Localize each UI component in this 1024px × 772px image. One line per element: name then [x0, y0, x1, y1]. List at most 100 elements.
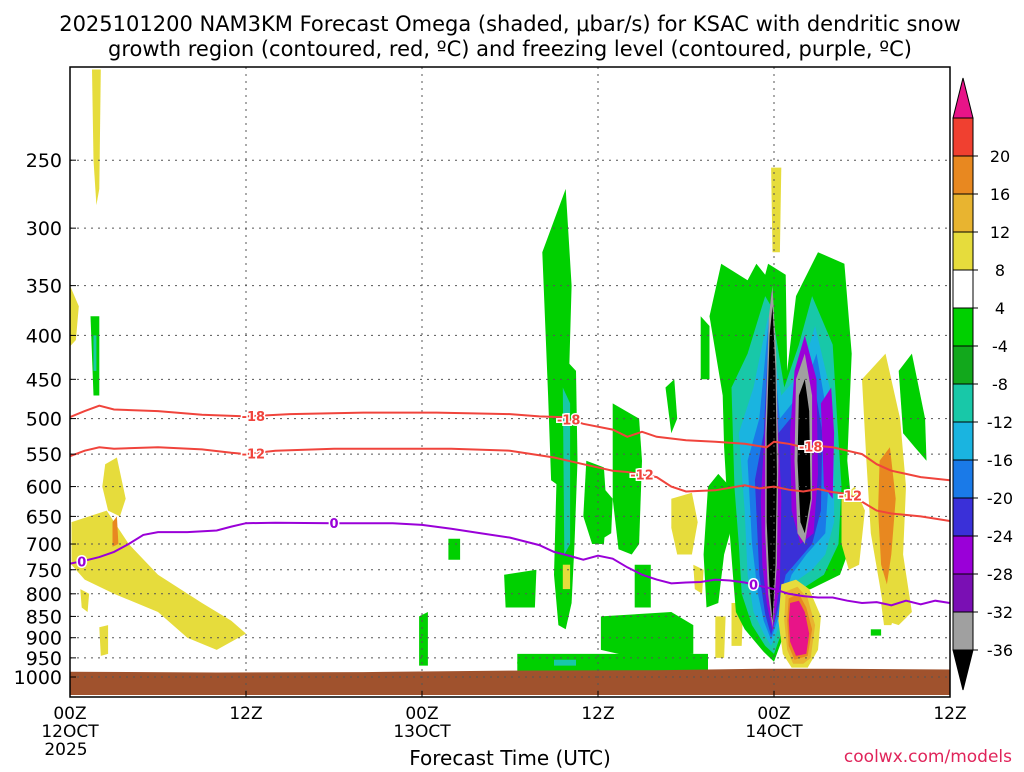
- colorbar-bin-2: [952, 573, 974, 613]
- colorbar-bin-6: [952, 421, 974, 461]
- y-tick-label-250: 250: [26, 150, 62, 172]
- y-tick-label-950: 950: [26, 648, 62, 670]
- y-tick-label-650: 650: [26, 506, 62, 528]
- colorbar-label--24: -24: [987, 527, 1013, 546]
- omega-region-4: [70, 285, 79, 347]
- omega-region-19: [554, 659, 576, 666]
- colorbar-legend: -36 -32 -28 -24 -20 -16 -12 -8 -4 4 8 12 16 20: [952, 77, 1013, 691]
- colorbar-bin-11: [952, 231, 974, 271]
- x-tick-label-5: 12Z: [933, 704, 966, 724]
- colorbar-bin-7: [952, 383, 974, 423]
- colorbar-label-8: 8: [995, 261, 1005, 280]
- omega-region-43: [820, 387, 835, 499]
- contour-label--18-1: -18: [557, 413, 581, 428]
- y-tick-label-350: 350: [26, 276, 62, 298]
- contour-label--18-0: -18: [242, 410, 266, 425]
- contour-line--12: [70, 446, 950, 522]
- omega-region-8: [93, 335, 97, 371]
- colorbar-bin-0: [952, 649, 974, 691]
- colorbar-label--32: -32: [987, 603, 1013, 622]
- omega-region-23: [634, 564, 651, 608]
- chart-title-line2: growth region (contoured, red, ºC) and f…: [108, 37, 912, 61]
- colorbar-bin-1: [952, 611, 974, 651]
- omega-region-11: [562, 387, 571, 555]
- colorbar-bin-9: [952, 307, 974, 347]
- contour-label-0-2: 0: [749, 578, 758, 593]
- omega-region-13: [602, 486, 613, 539]
- omega-region-21: [562, 564, 571, 590]
- colorbar-label-4: 4: [995, 299, 1005, 318]
- x-tick-label-1: 12Z: [229, 704, 262, 724]
- omega-region-25: [693, 564, 704, 594]
- y-tick-label-1000: 1000: [14, 667, 62, 689]
- colorbar-label-20: 20: [990, 147, 1010, 166]
- y-tick-label-400: 400: [26, 325, 62, 347]
- omega-region-2: [112, 516, 119, 547]
- omega-region-51: [881, 593, 896, 626]
- x-tick-date-4: 14OCT: [745, 722, 803, 742]
- contour-line-0: [70, 521, 950, 607]
- y-tick-label-850: 850: [26, 606, 62, 628]
- colorbar-label--20: -20: [987, 489, 1013, 508]
- colorbar-bin-15: [952, 77, 974, 119]
- colorbar-label--4: -4: [992, 337, 1008, 356]
- omega-region-48: [841, 486, 865, 570]
- colorbar-label--8: -8: [992, 375, 1008, 394]
- colorbar-bin-8: [952, 345, 974, 385]
- omega-region-42: [797, 379, 811, 534]
- y-tick-label-800: 800: [26, 584, 62, 606]
- colorbar-bin-13: [952, 155, 974, 195]
- contour-label--12-2: -12: [839, 490, 863, 505]
- contour-line--18: [70, 404, 950, 482]
- contour-label--12-0: -12: [242, 447, 266, 462]
- colorbar-label--28: -28: [987, 565, 1013, 584]
- y-tick-label-700: 700: [26, 534, 62, 556]
- omega-region-52: [898, 353, 927, 461]
- colorbar-bin-10: [952, 269, 974, 309]
- contour-label-0-1: 0: [329, 517, 338, 532]
- omega-region-16: [419, 612, 428, 666]
- x-tick-label-3: 12Z: [581, 704, 614, 724]
- x-axis-label: Forecast Time (UTC): [409, 746, 611, 768]
- omega-region-20: [600, 612, 694, 656]
- omega-region-31: [771, 167, 782, 253]
- omega-region-47: [788, 600, 810, 656]
- omega-region-29: [715, 616, 726, 658]
- x-tick-label-2: 00Z: [405, 704, 438, 724]
- y-tick-label-450: 450: [26, 369, 62, 391]
- omega-region-18: [517, 653, 708, 664]
- colorbar-label--16: -16: [987, 451, 1013, 470]
- colorbar-label-16: 16: [990, 185, 1010, 204]
- omega-region-15: [448, 538, 461, 560]
- omega-region-50: [878, 447, 896, 585]
- contour-label--12-1: -12: [630, 469, 654, 484]
- x-tick-label-0: 00Z: [53, 704, 86, 724]
- colorbar-label--36: -36: [987, 641, 1013, 660]
- omega-region-5: [99, 625, 109, 656]
- x-tick-date-2: 13OCT: [393, 722, 451, 742]
- chart-title-line1: 2025101200 NAM3KM Forecast Omega (shaded…: [59, 12, 961, 36]
- omega-region-14: [504, 569, 537, 608]
- omega-shading: [70, 69, 927, 674]
- plot-frame: [69, 66, 951, 698]
- colorbar-label-12: 12: [990, 223, 1010, 242]
- y-tick-label-600: 600: [26, 477, 62, 499]
- contour-label--18-2: -18: [799, 441, 823, 456]
- x-tick-date-0: 12OCT: [41, 722, 99, 742]
- contour-label-0-0: 0: [77, 555, 86, 570]
- credit-text: coolwx.com/models: [844, 747, 1012, 767]
- y-tick-label-750: 750: [26, 560, 62, 582]
- omega-region-24: [671, 492, 698, 555]
- y-tick-label-900: 900: [26, 628, 62, 650]
- y-tick-label-300: 300: [26, 218, 62, 240]
- omega-region-27: [700, 316, 710, 380]
- temperature-contours: -18 -18 -18 -12 -12 -12 0 0 0: [70, 404, 950, 607]
- colorbar-bin-14: [952, 117, 974, 157]
- omega-region-3: [92, 69, 101, 206]
- ground-fill: [70, 668, 950, 695]
- colorbar-bin-4: [952, 497, 974, 537]
- omega-region-12: [583, 460, 607, 544]
- omega-region-28: [703, 473, 730, 608]
